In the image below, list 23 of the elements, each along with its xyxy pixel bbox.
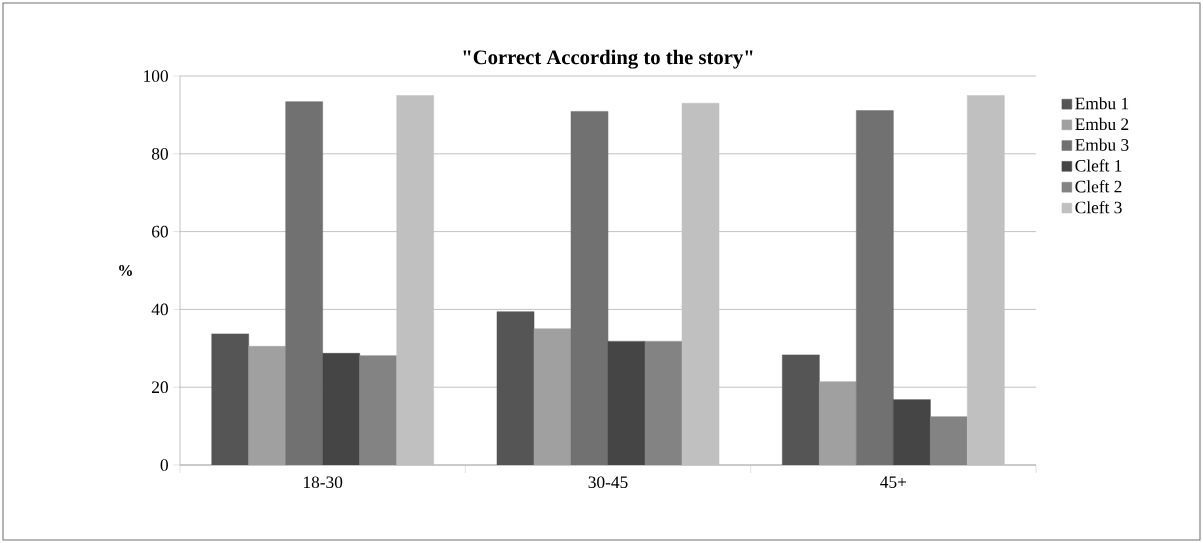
bar [967,95,1005,465]
bar [856,110,894,465]
y-tick-label: 80 [151,147,168,160]
bar [570,111,609,465]
legend-label: Cleft 3 [1075,200,1122,214]
y-tick-label: 0 [160,459,168,471]
y-tick-label: 100 [144,70,168,82]
legend-label: Embu 2 [1075,117,1129,131]
legend-label: Cleft 1 [1075,159,1122,172]
x-tick-label: 18-30 [303,476,343,489]
bar [285,101,323,465]
y-tick-label: 20 [152,381,168,394]
y-axis-title: % [119,265,132,276]
y-tick-label: 60 [152,225,168,238]
bar [396,95,434,465]
legend-label: Embu 3 [1075,138,1129,151]
legend-label: Embu 1 [1075,97,1129,110]
x-tick-label: 30-45 [588,476,628,489]
x-tick-label: 45+ [880,476,907,488]
bar [681,102,720,465]
chart-title: "Correct According to the story" [463,49,753,69]
legend-label: Cleft 2 [1075,180,1122,193]
y-tick-label: 40 [151,303,168,316]
